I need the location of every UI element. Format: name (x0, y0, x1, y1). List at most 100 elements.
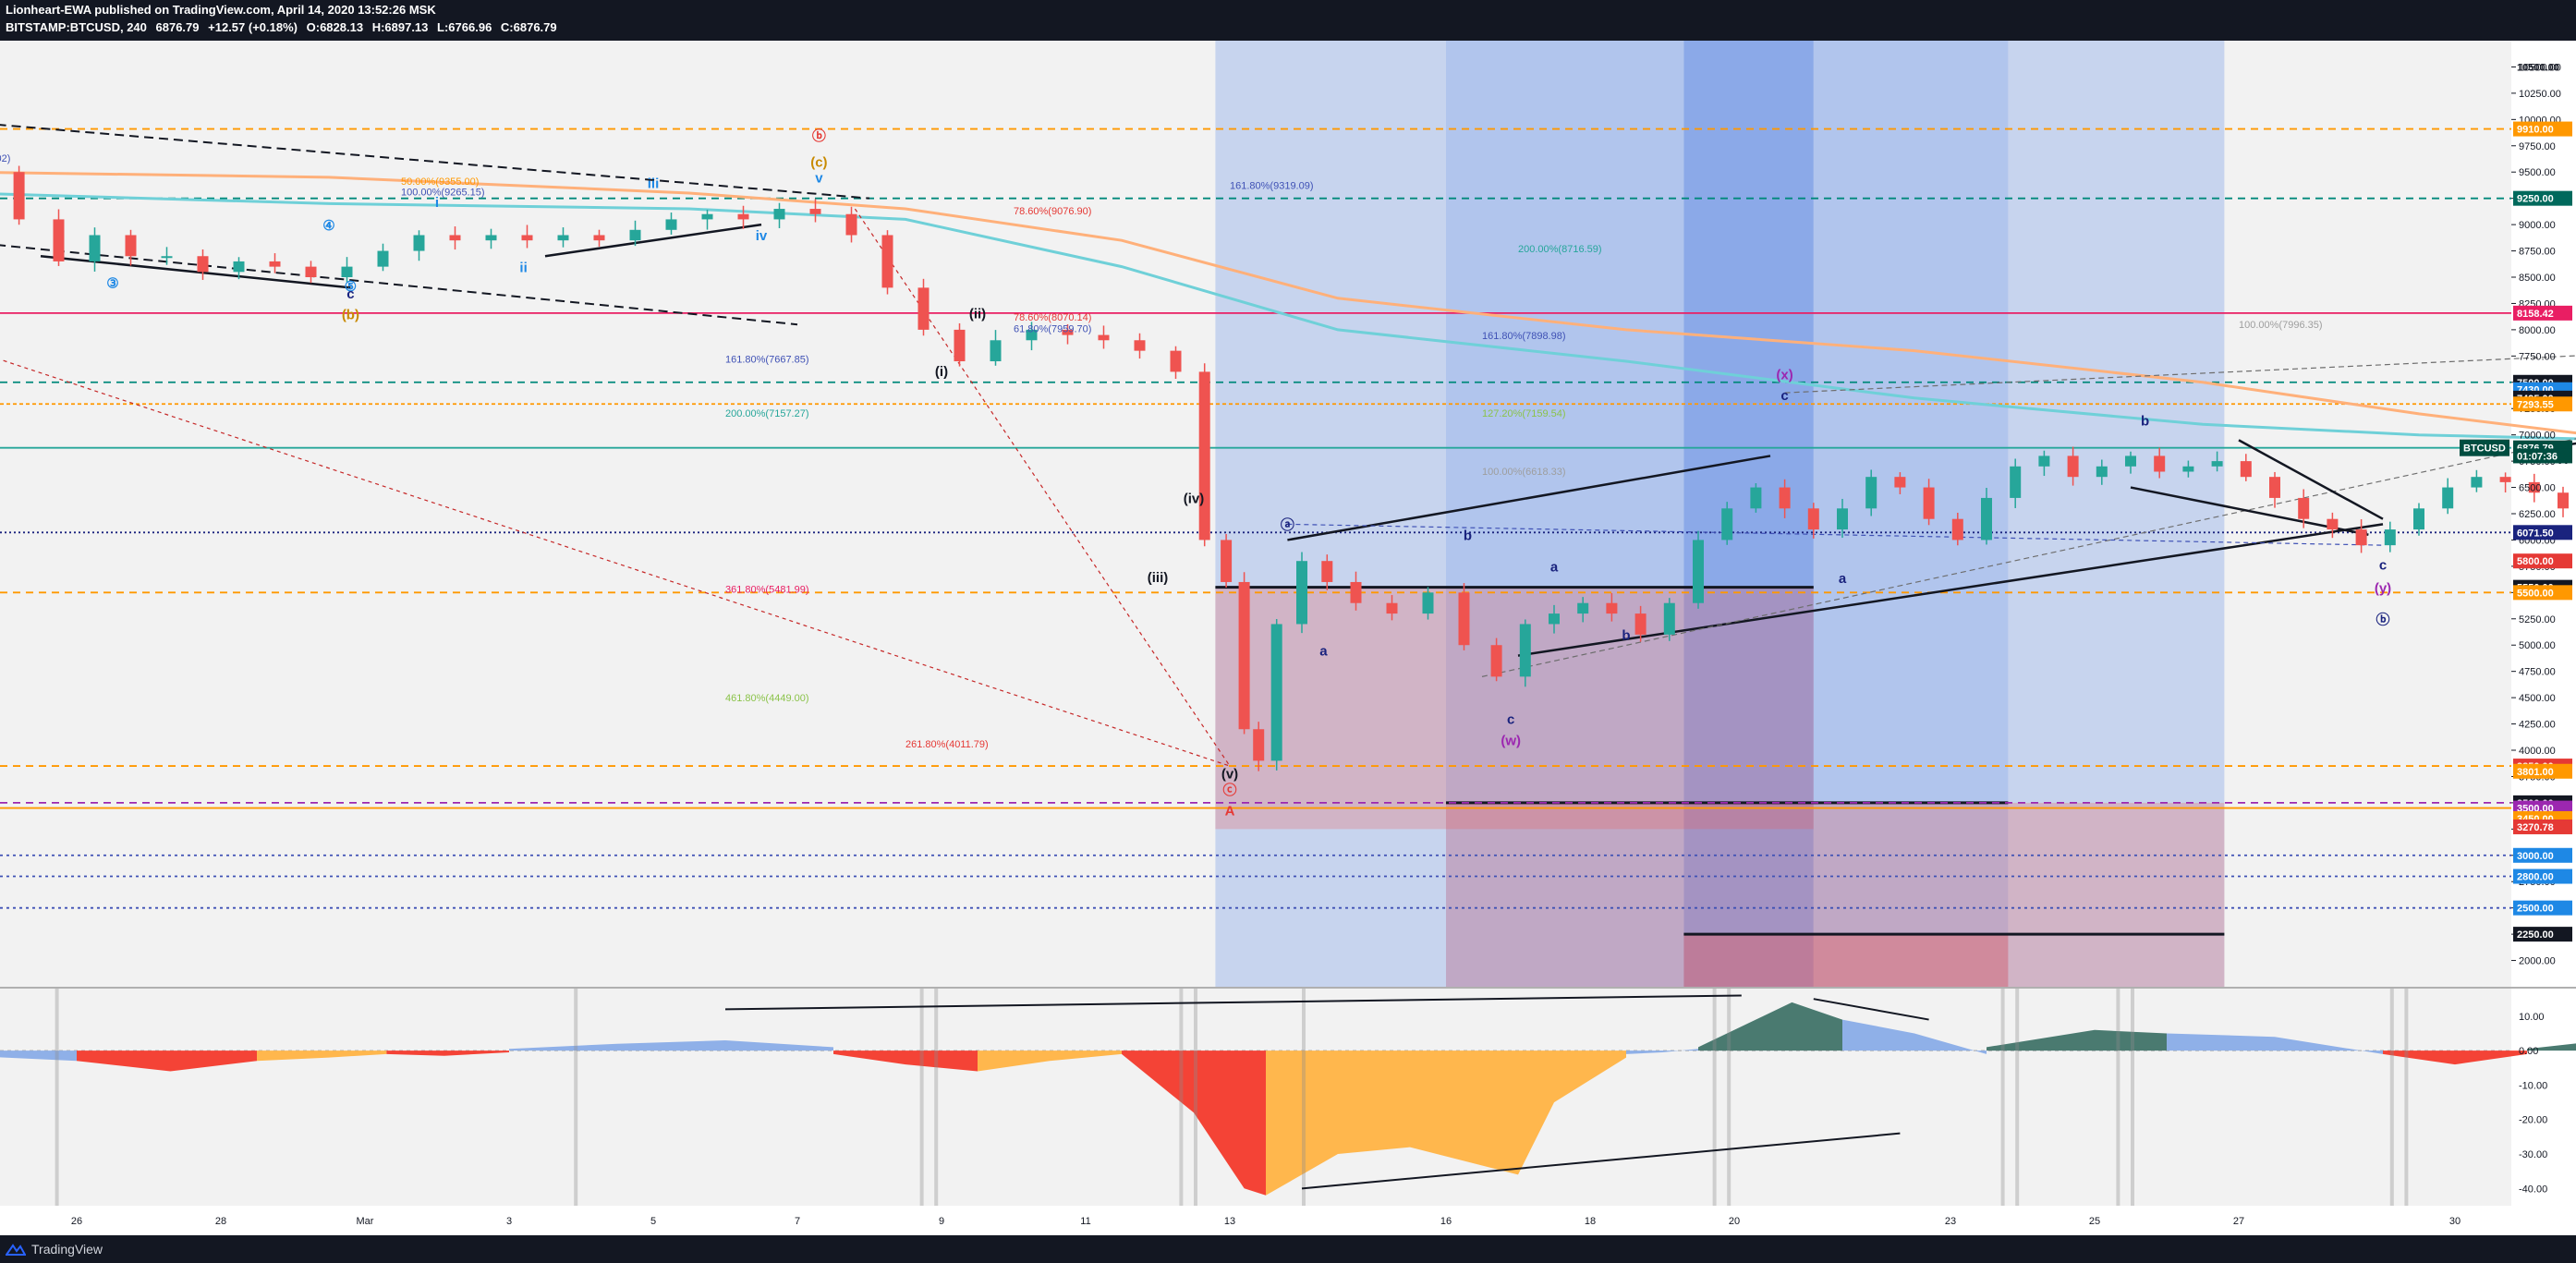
symbol-tag: BTCUSD (2463, 443, 2506, 455)
candle-body (2355, 529, 2367, 546)
wave-label-3: ③ (106, 275, 118, 291)
candle-body (917, 287, 930, 330)
candle-body (449, 235, 461, 241)
osc-marker-6 (1194, 989, 1197, 1206)
wave-label-19: (v) (1221, 767, 1238, 783)
ma-orange-line (0, 171, 2576, 435)
price-tag-bg-19 (2513, 819, 2572, 834)
osc-tick-label-3: -20.00 (2519, 1115, 2547, 1126)
price-tag-13: 5500.00 (2517, 588, 2554, 599)
candle-body (1134, 340, 1146, 351)
footer: TradingView (0, 1235, 2576, 1263)
price-tag-9: 01:07:36 (2517, 451, 2558, 462)
fib-label-12: 127.20%(7159.54) (1482, 408, 1566, 419)
osc-segment-6 (509, 1040, 833, 1051)
candle-body (1253, 729, 1265, 761)
wave-label-29: (x) (1776, 367, 1792, 383)
candle-body (125, 235, 137, 257)
osc-segment-4 (257, 1050, 387, 1062)
y-tick-label-1: 10250.00 (2519, 89, 2561, 100)
y-tick-label-11: 7750.00 (2519, 351, 2556, 362)
price-tag-20: 3000.00 (2517, 851, 2554, 862)
candle-body (1519, 624, 1531, 677)
osc-segment-2 (0, 1050, 77, 1062)
fib-label-13: 100.00%(6618.33) (1482, 467, 1566, 478)
price-tag-bg-13 (2513, 585, 2572, 601)
wave-label-6: c (346, 286, 354, 302)
osc-marker-12 (2116, 989, 2120, 1206)
osc-marker-3 (919, 989, 924, 1206)
x-tick-label-14: 23 (1945, 1216, 1956, 1227)
wave-label-10: iii (648, 176, 660, 191)
candle-body (2211, 461, 2223, 467)
red-zone-b (1446, 802, 2225, 987)
x-tick-label-5: 3 (506, 1216, 512, 1227)
wave-label-5: ⑤ (345, 279, 357, 295)
candle-body (2298, 497, 2310, 519)
y-tick-label-14: 7000.00 (2519, 431, 2556, 442)
change-value: +12.57 (+0.18%) (208, 20, 298, 34)
wave-label-28: (w) (1501, 733, 1521, 748)
osc-segment-3 (77, 1050, 257, 1072)
y-tick-label-7: 8750.00 (2519, 247, 2556, 258)
fib-label-11: 200.00%(7157.27) (725, 408, 809, 419)
low-value: L:6766.96 (437, 20, 492, 34)
price-tag-22: 2500.00 (2517, 904, 2554, 915)
candle-body (737, 213, 749, 220)
x-tick-label-16: 27 (2233, 1216, 2244, 1227)
candle-body (233, 261, 245, 273)
price-tag-bg-1 (2513, 121, 2572, 137)
red-zone-c (1683, 934, 2009, 987)
candle-body (954, 329, 966, 362)
candle-body (629, 229, 641, 241)
osc-marker-2 (574, 989, 578, 1206)
candle-body (2558, 492, 2569, 509)
wave-label-4: ④ (322, 218, 334, 234)
osc-marker-9 (1727, 989, 1732, 1206)
y-tick-label-16: 6500.00 (2519, 483, 2556, 494)
price-tag-10: 6071.50 (2517, 528, 2554, 539)
trend-line-6 (1481, 438, 2576, 677)
symbol-label[interactable]: BITSTAMP:BTCUSD, 240 (6, 20, 147, 34)
candle-body (1894, 477, 1906, 488)
y-tick-label-8: 8500.00 (2519, 273, 2556, 284)
price-tag-7: 7293.55 (2517, 399, 2554, 410)
wave-label-13: (c) (810, 155, 827, 171)
brand-label: TradingView (31, 1242, 103, 1257)
trend-line-7 (1784, 355, 2576, 394)
osc-segment-16 (2167, 1033, 2383, 1054)
y-tick-label-24: 4500.00 (2519, 693, 2556, 704)
osc-marker-15 (2404, 989, 2409, 1206)
candle-body (2528, 481, 2540, 493)
osc-segment-9 (1122, 1050, 1266, 1196)
trend-line-0 (0, 124, 870, 200)
fib-label-7: 61.80%(7959.70) (1014, 323, 1091, 334)
x-tick-label-2: 26 (71, 1216, 82, 1227)
osc-segment-8 (978, 1050, 1122, 1072)
candle-body (2067, 455, 2079, 478)
y-tick-label-10: 8000.00 (2519, 325, 2556, 336)
x-tick-label-9: 11 (1080, 1216, 1090, 1227)
wave-label-15: (ii) (969, 306, 986, 322)
wave-label-26: b (1622, 628, 1630, 644)
wave-label-7: (b) (342, 308, 359, 323)
price-tag-bg-9 (2513, 448, 2572, 464)
y-tick-label-4: 9500.00 (2519, 167, 2556, 178)
candle-body (1458, 592, 1470, 646)
candle-body (2010, 466, 2022, 498)
wave-label-16: (i) (935, 364, 948, 380)
candle-body (1865, 477, 1877, 509)
osc-tick-label-0: 10.00 (2519, 1012, 2545, 1023)
chart-header: Lionheart-EWA published on TradingView.c… (0, 0, 2576, 41)
wave-label-24: b (1464, 528, 1472, 543)
candle-body (1386, 602, 1398, 614)
y-tick-label-17: 6250.00 (2519, 509, 2556, 520)
symbol-tag-bg (2460, 439, 2509, 456)
candle-body (197, 256, 209, 273)
y-tick-label-25: 4250.00 (2519, 720, 2556, 731)
ma-cyan-line (0, 192, 2576, 441)
price-tag-bg-15 (2513, 763, 2572, 779)
candle-body (1198, 371, 1210, 540)
candle-body (2125, 455, 2136, 467)
